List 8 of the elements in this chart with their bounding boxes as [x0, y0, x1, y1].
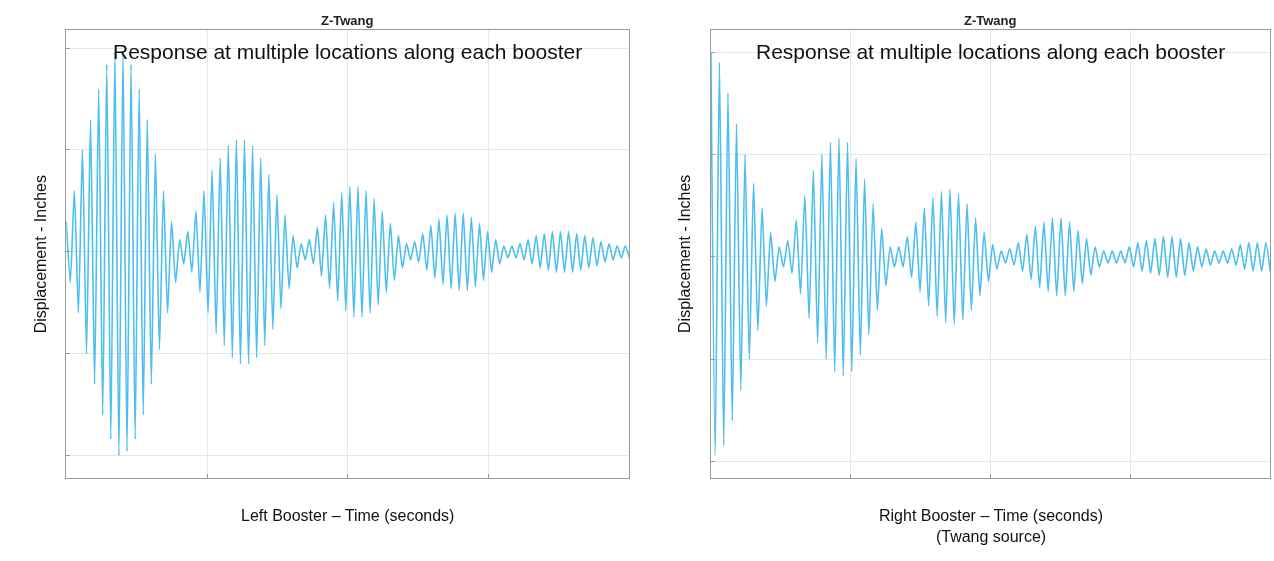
y-axis-title: Displacement - Inches	[676, 174, 694, 333]
annotation: Response at multiple locations along each booster	[756, 40, 1226, 63]
chart-title: Z-Twang	[964, 13, 1017, 28]
annotation: Response at multiple locations along each booster	[113, 40, 583, 63]
chart-title: Z-Twang	[321, 13, 374, 28]
x-axis-title: Right Booster – Time (seconds) (Twang source)	[879, 507, 1104, 545]
x-axis-title: Left Booster – Time (seconds)	[241, 507, 455, 524]
y-axis-title: Displacement - Inches	[31, 175, 49, 334]
